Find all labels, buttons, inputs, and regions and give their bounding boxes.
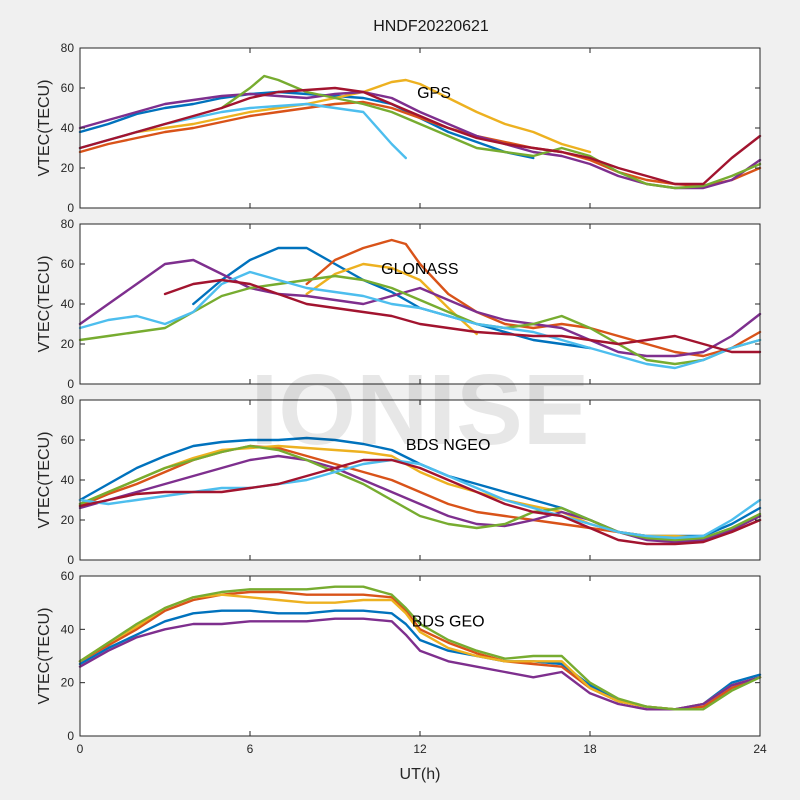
- panel-gps-ytick-label: 20: [61, 161, 75, 175]
- panel-bds-geo-xtick-label: 0: [77, 742, 84, 756]
- panel-bds-geo-plot-area: [80, 576, 760, 736]
- panel-bds-geo-series-5: [78, 585, 762, 711]
- panel-bds-ngeo-ytick-label: 60: [61, 433, 75, 447]
- panel-glonass: 0 20 40 60 80 VTEC(TECU) GLONASS: [36, 217, 762, 391]
- panel-glonass-ytick-label: 60: [61, 257, 75, 271]
- panel-gps-ytick-label: 40: [61, 121, 75, 135]
- panel-bds-ngeo-series-7: [78, 458, 762, 546]
- panel-bds-geo-y-axis-label: VTEC(TECU): [36, 608, 53, 705]
- panel-glonass-y-axis-label: VTEC(TECU): [36, 256, 53, 353]
- panel-glonass-series-1: [192, 246, 592, 350]
- panel-glonass-series-4: [78, 258, 762, 358]
- watermark: IONISE: [251, 354, 590, 466]
- panel-gps-ytick-label: 0: [67, 201, 74, 215]
- panel-bds-geo-ytick-label: 20: [61, 676, 75, 690]
- panel-gps-plot-area: [80, 48, 760, 208]
- panel-bds-ngeo-ytick-label: 40: [61, 473, 75, 487]
- panel-glonass-ytick-label: 40: [61, 297, 75, 311]
- panel-bds-geo-system-label: BDS GEO: [412, 614, 485, 631]
- panel-bds-ngeo: 0 20 40 60 80 VTEC(TECU) BDS NGEO: [36, 393, 762, 567]
- panel-glonass-series-3: [305, 262, 478, 336]
- panel-bds-geo-ytick-label: 0: [67, 729, 74, 743]
- panel-gps-ytick-label: 60: [61, 81, 75, 95]
- panel-bds-ngeo-series-4: [78, 454, 762, 544]
- panel-gps-series-1: [78, 90, 535, 160]
- panel-gps-system-label: GPS: [417, 85, 451, 102]
- panel-gps-series-2: [78, 100, 762, 188]
- panel-bds-geo-ytick-label: 60: [61, 569, 75, 583]
- panel-gps: 0 20 40 60 80 VTEC(TECU) GPS: [36, 41, 762, 215]
- panel-gps-series-7: [78, 86, 762, 186]
- panel-bds-ngeo-ytick-label: 20: [61, 513, 75, 527]
- panel-bds-ngeo-y-axis-label: VTEC(TECU): [36, 432, 53, 529]
- panel-bds-geo-xtick-label: 24: [753, 742, 767, 756]
- panel-bds-geo-xtick-label: 18: [583, 742, 597, 756]
- panel-bds-ngeo-plot-area: [80, 400, 760, 560]
- panel-glonass-series-6: [78, 270, 762, 370]
- panel-bds-geo: 0 6 12 18 24 0 20 40 60 VTEC(TECU) BDS GEO: [36, 569, 767, 756]
- panel-gps-ytick-label: 80: [61, 41, 75, 55]
- panel-bds-ngeo-series-5: [78, 444, 762, 542]
- panel-glonass-ytick-label: 0: [67, 377, 74, 391]
- panel-bds-geo-series-4: [78, 617, 762, 711]
- panel-bds-geo-ytick-label: 40: [61, 622, 75, 636]
- panel-bds-ngeo-ytick-label: 0: [67, 553, 74, 567]
- panel-bds-ngeo-system-label: BDS NGEO: [406, 437, 490, 454]
- panel-glonass-system-label: GLONASS: [381, 261, 458, 278]
- panel-glonass-ytick-label: 80: [61, 217, 75, 231]
- panel-glonass-series-7: [163, 278, 762, 354]
- panel-bds-geo-xtick-label: 12: [413, 742, 427, 756]
- panel-gps-series-5: [220, 74, 762, 190]
- panel-glonass-ytick-label: 20: [61, 337, 75, 351]
- panel-gps-y-axis-label: VTEC(TECU): [36, 80, 53, 177]
- figure-title: HNDF20220621: [373, 18, 489, 35]
- panel-bds-geo-xtick-label: 6: [247, 742, 254, 756]
- panel-gps-series-3: [135, 78, 592, 154]
- panel-bds-ngeo-ytick-label: 80: [61, 393, 75, 407]
- x-axis-label: UT(h): [400, 766, 441, 783]
